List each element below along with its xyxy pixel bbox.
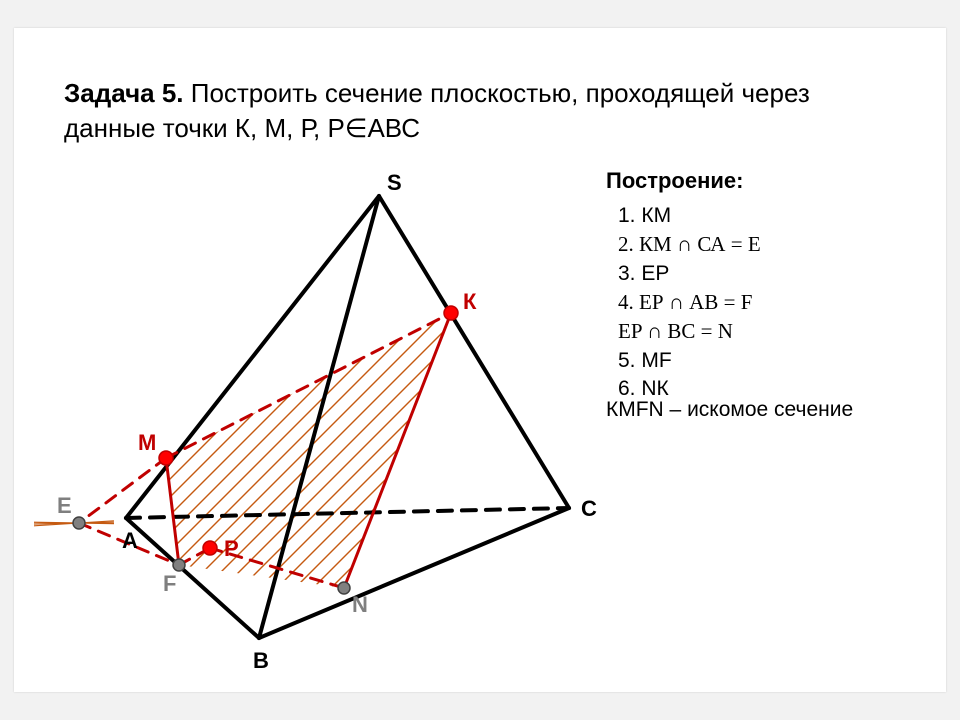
step-2: 2. КМ ∩ СА = Е xyxy=(618,230,761,259)
label-M: М xyxy=(138,430,156,455)
step-4: 4. ЕР ∩ АВ = F xyxy=(618,288,761,317)
problem-title: Задача 5. Построить сечение плоскостью, … xyxy=(64,76,884,146)
edge-BC xyxy=(259,508,569,638)
title-bold: Задача 5. xyxy=(64,78,184,108)
point-K xyxy=(444,306,458,320)
label-B: В xyxy=(253,648,269,673)
construction-heading: Построение: xyxy=(606,168,743,194)
step-5: 5. МF xyxy=(618,347,761,375)
result-text: КМFN – искомое сечение xyxy=(606,398,853,422)
edge-SB xyxy=(259,196,379,638)
sect-MF xyxy=(166,458,179,565)
label-E: E xyxy=(57,493,72,518)
slide: Задача 5. Построить сечение плоскостью, … xyxy=(0,0,960,720)
geometry-figure: S А В С К М Р E F N xyxy=(34,168,614,688)
label-N: N xyxy=(352,592,368,617)
construction-steps: 1. КМ 2. КМ ∩ СА = Е 3. EP 4. ЕР ∩ АВ = … xyxy=(618,202,761,403)
label-K: К xyxy=(463,289,477,314)
point-M xyxy=(159,451,173,465)
label-A: А xyxy=(122,528,138,553)
point-P xyxy=(203,541,217,555)
label-F: F xyxy=(163,571,176,596)
point-E xyxy=(73,517,85,529)
slide-inner: Задача 5. Построить сечение плоскостью, … xyxy=(14,28,946,692)
edge-AC xyxy=(126,508,569,518)
edge-SC xyxy=(379,196,569,508)
step-3: 3. EP xyxy=(618,260,761,288)
section-hatch xyxy=(34,308,614,593)
step-4b: EP ∩ BC = N xyxy=(618,317,761,346)
line-ME xyxy=(79,458,166,523)
point-N xyxy=(338,582,350,594)
step-1: 1. КМ xyxy=(618,202,761,230)
label-S: S xyxy=(387,170,402,195)
label-P: Р xyxy=(224,536,239,561)
label-C: С xyxy=(581,496,597,521)
point-F xyxy=(173,559,185,571)
